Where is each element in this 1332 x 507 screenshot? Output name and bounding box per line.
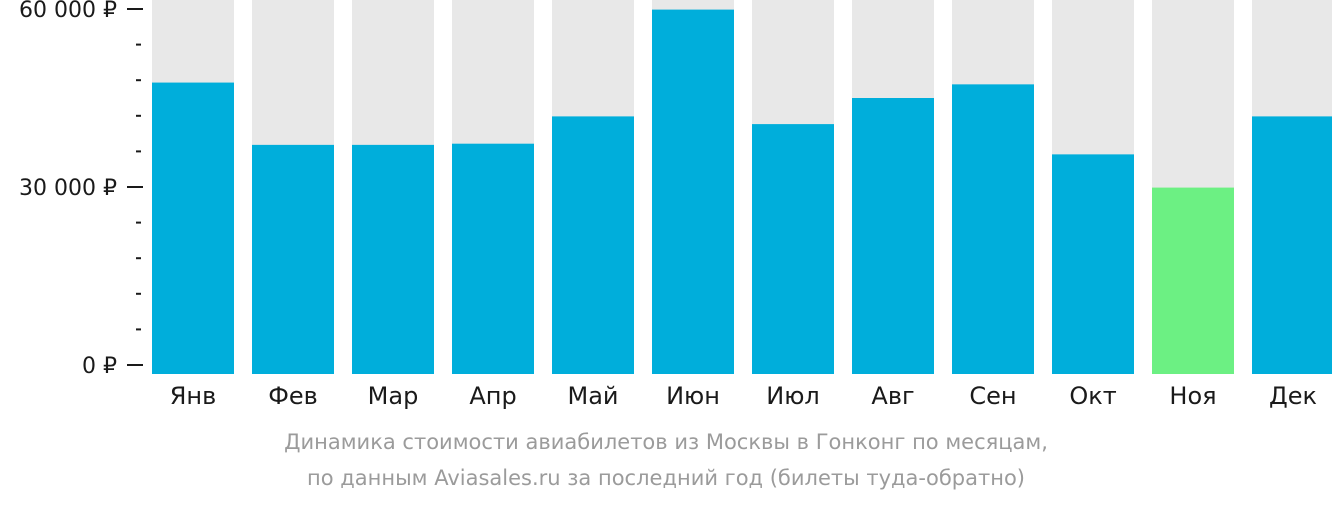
x-tick-label: Янв [170,382,217,410]
x-tick-label: Июл [766,382,820,410]
bar [852,98,934,374]
y-tick-label: 0 ₽ [82,354,117,379]
y-tick-label: 30 000 ₽ [19,176,117,201]
bar [752,124,834,375]
bar [1252,116,1332,374]
bar [1152,187,1234,374]
x-tick-label: Июн [666,382,720,410]
y-tick-label: 60 000 ₽ [19,0,117,23]
chart-caption-line-2: по данным Aviasales.ru за последний год … [307,466,1025,490]
x-tick-label: Окт [1069,382,1116,410]
x-tick-label: Мар [368,382,419,410]
x-tick-label: Фев [268,382,318,410]
x-tick-label: Май [567,382,618,410]
bar [452,143,534,374]
bar [152,82,234,374]
x-tick-label: Авг [871,382,914,410]
x-tick-label: Апр [469,382,516,410]
bar [352,144,434,374]
x-tick-label: Сен [969,382,1016,410]
bar [652,9,734,375]
bar [552,116,634,374]
chart-caption-line-1: Динамика стоимости авиабилетов из Москвы… [284,430,1048,454]
bar [952,84,1034,374]
x-tick-label: Ноя [1169,382,1216,410]
x-tick-label: Дек [1269,382,1317,410]
bar [252,144,334,374]
bar [1052,154,1134,374]
